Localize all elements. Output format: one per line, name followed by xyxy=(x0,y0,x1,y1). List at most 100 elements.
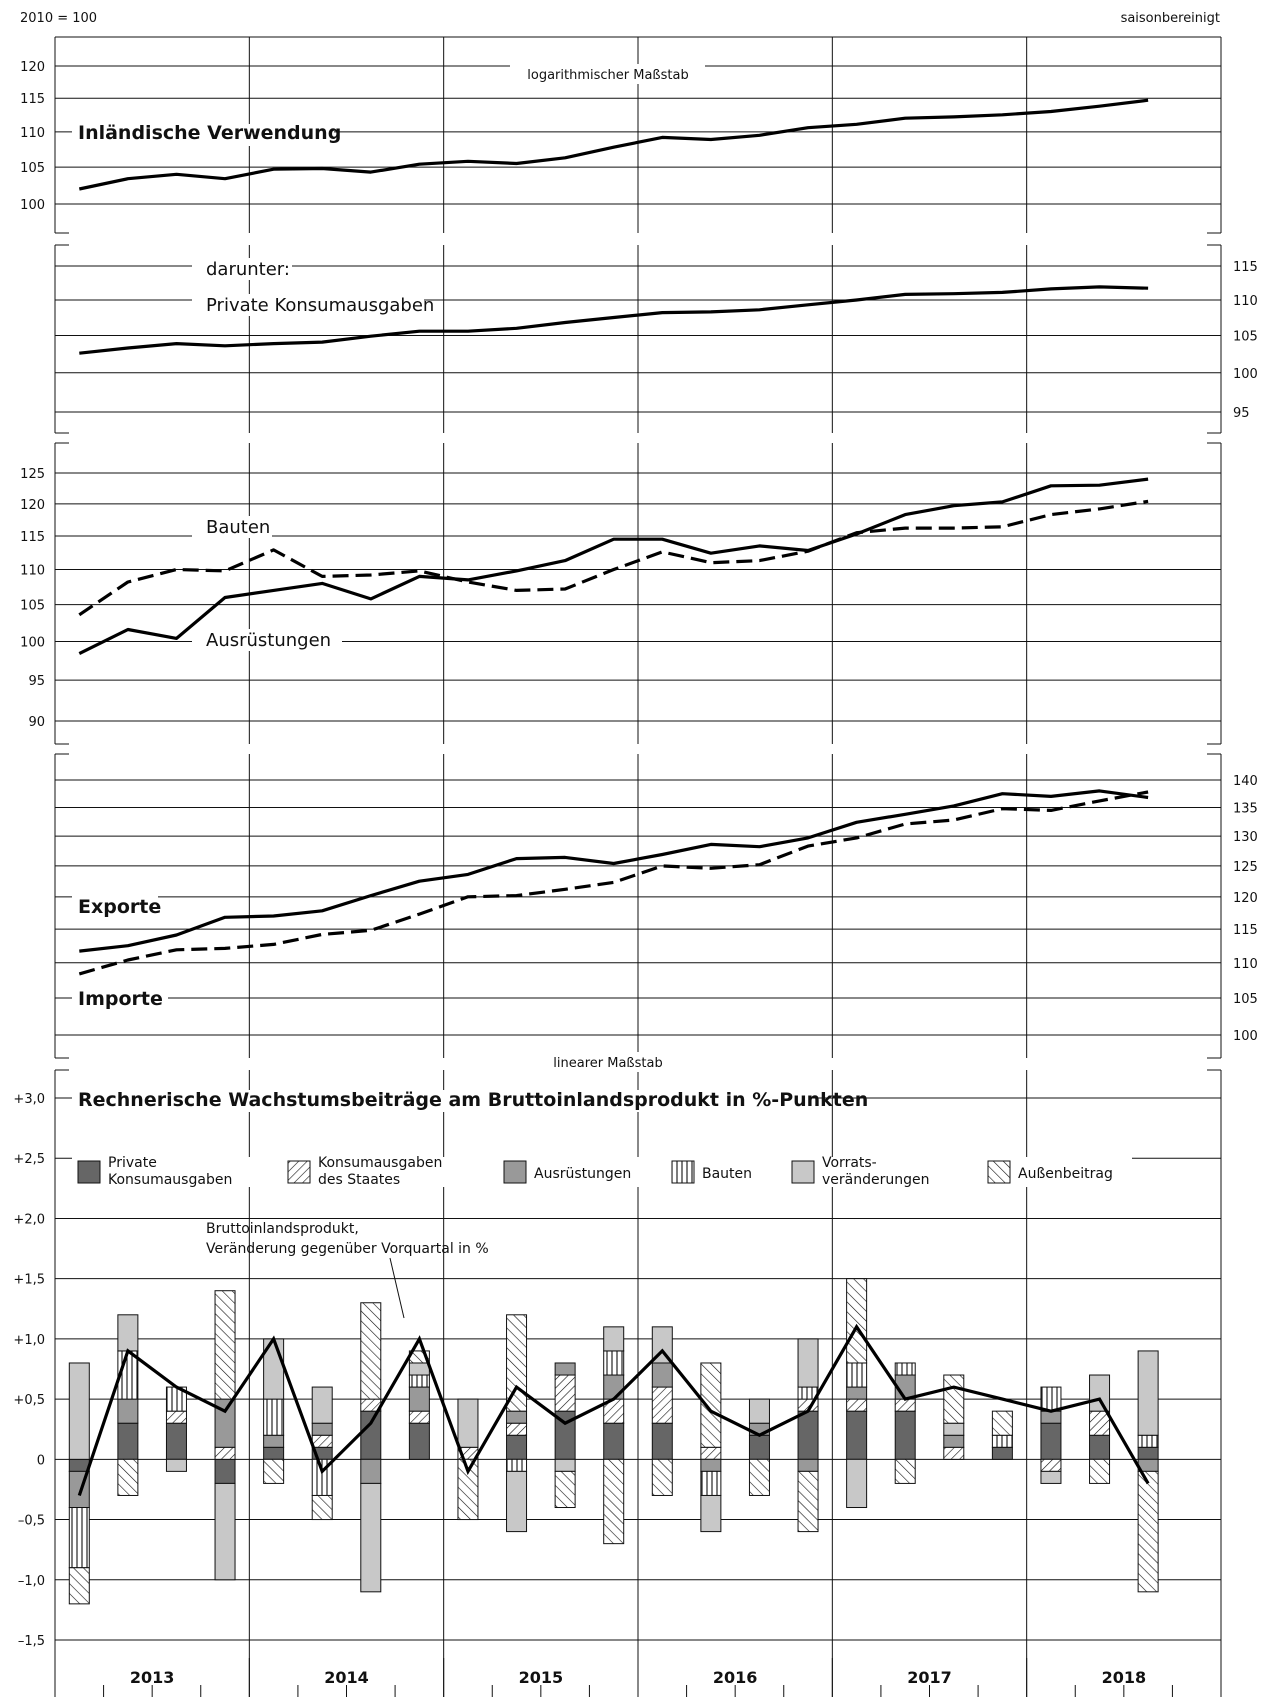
label-background xyxy=(192,629,342,651)
bar-segment-vo xyxy=(1137,1350,1159,1436)
bar-segment-ab xyxy=(700,1362,722,1448)
x-year-label: 2013 xyxy=(130,1668,175,1687)
bar-segment-au xyxy=(506,1410,528,1424)
bar-segment-vo xyxy=(457,1398,479,1448)
bar-segment-st xyxy=(943,1446,965,1460)
bar-segment-ba xyxy=(408,1374,430,1388)
bar-segment-vo xyxy=(554,1458,576,1472)
bar-segment-au xyxy=(603,1374,625,1400)
y-tick-label: 100 xyxy=(1233,367,1258,382)
series-line-private-konsumausgaben xyxy=(79,285,1149,355)
bar-segment-ab xyxy=(457,1458,479,1521)
bar-segment-vo xyxy=(360,1482,382,1593)
y-tick-label: 120 xyxy=(1233,891,1258,906)
bar-segment-ba xyxy=(603,1350,625,1376)
y-tick-label: +1,5 xyxy=(13,1273,45,1288)
legend-label-vo: Vorrats- xyxy=(822,1155,877,1171)
bar-segment-ab xyxy=(311,1494,333,1521)
bar-segment-pk xyxy=(991,1446,1013,1460)
bar-segment-vo xyxy=(748,1398,770,1424)
bar-segment-vo xyxy=(214,1482,236,1581)
y-tick-label: 130 xyxy=(1233,830,1258,845)
bar-segment-vo xyxy=(797,1338,819,1388)
bar-segment-ab xyxy=(991,1410,1013,1436)
label-background xyxy=(192,516,272,538)
log-scale-label: logarithmischer Maßstab xyxy=(527,68,688,83)
x-year-label: 2017 xyxy=(907,1668,952,1687)
label-background xyxy=(520,1052,696,1072)
bar-segment-ba xyxy=(506,1458,528,1472)
y-tick-label: 115 xyxy=(20,92,45,107)
y-tick-label: 110 xyxy=(1233,294,1258,309)
bar-segment-ab xyxy=(894,1458,916,1484)
x-year-label: 2016 xyxy=(713,1668,758,1687)
label-background xyxy=(72,896,158,918)
gdp-label-line-1: Bruttoinlandsprodukt, xyxy=(206,1221,359,1237)
y-tick-label: +1,0 xyxy=(13,1333,45,1348)
y-tick-label: 135 xyxy=(1233,802,1258,817)
series-label-construction: Bauten xyxy=(206,517,270,538)
bar-segment-ab xyxy=(943,1374,965,1424)
bar-segment-pk xyxy=(1137,1446,1159,1460)
bar-segment-st xyxy=(554,1374,576,1412)
bar-segment-pk xyxy=(846,1410,868,1460)
series-label-imports: Importe xyxy=(78,988,163,1010)
bar-segment-st xyxy=(651,1386,673,1424)
index-base-label: 2010 = 100 xyxy=(20,11,97,26)
bar-segment-pk xyxy=(1040,1422,1062,1460)
bar-segment-vo xyxy=(603,1326,625,1352)
bar-segment-st xyxy=(408,1410,430,1424)
y-tick-label: 110 xyxy=(1233,957,1258,972)
legend-swatch-vo xyxy=(791,1160,815,1184)
x-year-label: 2014 xyxy=(324,1668,369,1687)
legend-background xyxy=(72,1157,1132,1187)
bar-segment-au xyxy=(700,1458,722,1472)
bar-segment-pk xyxy=(651,1422,673,1460)
bar-segment-st xyxy=(1040,1458,1062,1472)
y-tick-label: 105 xyxy=(20,599,45,614)
bar-segment-au xyxy=(943,1434,965,1448)
contributions-title: Rechnerische Wachstumsbeiträge am Brutto… xyxy=(78,1089,868,1111)
legend-label-ab: Außenbeitrag xyxy=(1018,1166,1113,1182)
panel-trade: 140 135 130 125 120 115 110 105 100 xyxy=(55,774,1258,1044)
bar-segment-ba xyxy=(846,1362,868,1388)
label-background xyxy=(510,64,705,84)
bar-segment-ab xyxy=(1089,1458,1111,1484)
bar-segment-pk xyxy=(165,1422,187,1460)
bar-segment-au xyxy=(797,1458,819,1472)
y-tick-label: 100 xyxy=(20,635,45,650)
y-tick-label: 125 xyxy=(1233,860,1258,875)
legend-label-au: Ausrüstungen xyxy=(534,1166,631,1182)
y-tick-label: +0,5 xyxy=(13,1393,45,1408)
gdp-label-line-2: Veränderung gegenüber Vorquartal in % xyxy=(206,1241,489,1257)
label-background xyxy=(192,258,292,280)
y-tick-label: +3,0 xyxy=(13,1092,45,1107)
bar-segment-vo xyxy=(700,1494,722,1533)
bar-segment-vo xyxy=(506,1470,528,1533)
y-tick-label: 105 xyxy=(1233,992,1258,1007)
series-label-equipment: Ausrüstungen xyxy=(206,630,331,651)
label-background xyxy=(72,1090,812,1112)
y-tick-label: 95 xyxy=(1233,406,1250,421)
bar-segment-pk xyxy=(748,1434,770,1460)
series-line-inländische-verwendung xyxy=(78,98,1149,191)
bar-segment-ab xyxy=(117,1458,139,1496)
darunter-label: darunter: xyxy=(206,259,290,280)
bar-segment-vo xyxy=(408,1362,430,1376)
bar-segment-pk xyxy=(68,1458,90,1472)
bar-segment-ab xyxy=(214,1290,236,1400)
y-tick-label: 140 xyxy=(1233,774,1258,789)
bar-segment-au xyxy=(263,1434,285,1448)
y-tick-label: +2,0 xyxy=(13,1212,45,1227)
y-tick-label: 100 xyxy=(20,198,45,213)
bar-segment-ab xyxy=(68,1567,90,1605)
series-line-ausrüstungen xyxy=(78,477,1149,656)
y-tick-label: –0,5 xyxy=(18,1514,45,1529)
y-tick-label: 100 xyxy=(1233,1029,1258,1044)
panel-growth-contributions: +3,0 +2,5 +2,0 +1,5 +1,0 +0,5 0 –0,5 –1,0 –1,5 xyxy=(13,1092,1221,1649)
bar-segment-st xyxy=(214,1446,236,1460)
y-tick-label: –1,0 xyxy=(18,1574,45,1589)
x-year-label: 2018 xyxy=(1102,1668,1147,1687)
bar-segment-st xyxy=(1089,1410,1111,1436)
bar-segment-pk xyxy=(797,1410,819,1460)
